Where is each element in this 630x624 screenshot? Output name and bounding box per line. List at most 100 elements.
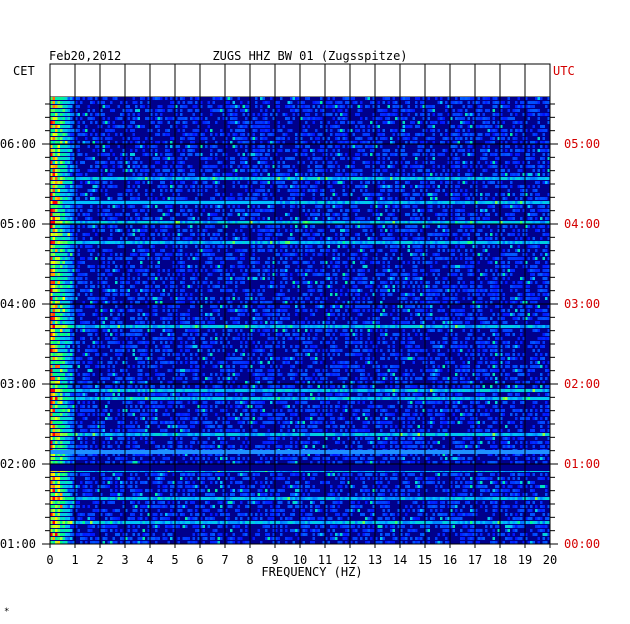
heatmap-cell — [267, 241, 270, 244]
heatmap-cell — [482, 181, 485, 184]
heatmap-cell — [515, 141, 518, 144]
heatmap-cell — [155, 265, 158, 268]
heatmap-cell — [257, 121, 260, 124]
heatmap-cell — [465, 109, 468, 112]
heatmap-cell — [492, 245, 495, 248]
heatmap-cell — [492, 121, 495, 124]
heatmap-cell — [52, 153, 55, 156]
heatmap-cell — [80, 241, 83, 244]
heatmap-cell — [487, 225, 490, 228]
heatmap-cell — [480, 117, 483, 120]
heatmap-cell — [405, 165, 408, 168]
heatmap-cell — [232, 157, 235, 160]
heatmap-cell — [92, 137, 95, 140]
heatmap-cell — [82, 121, 85, 124]
heatmap-cell — [212, 217, 215, 220]
heatmap-cell — [122, 137, 125, 140]
heatmap-cell — [362, 221, 365, 224]
heatmap-cell — [280, 217, 283, 220]
heatmap-cell — [535, 177, 538, 180]
heatmap-cell — [505, 201, 508, 204]
heatmap-cell — [315, 169, 318, 172]
heatmap-cell — [275, 177, 278, 180]
heatmap-cell — [450, 105, 453, 108]
heatmap-cell — [337, 169, 340, 172]
heatmap-cell — [447, 157, 450, 160]
heatmap-cell — [260, 121, 263, 124]
heatmap-cell — [140, 249, 143, 252]
heatmap-cell — [517, 261, 520, 264]
heatmap-cell — [305, 173, 308, 176]
heatmap-cell — [360, 141, 363, 144]
heatmap-cell — [110, 229, 113, 232]
heatmap-cell — [512, 137, 515, 140]
heatmap-cell — [247, 101, 250, 104]
heatmap-cell — [60, 241, 63, 244]
heatmap-cell — [210, 133, 213, 136]
heatmap-cell — [232, 121, 235, 124]
heatmap-cell — [370, 241, 373, 244]
heatmap-cell — [410, 109, 413, 112]
heatmap-cell — [297, 177, 300, 180]
heatmap-cell — [275, 113, 278, 116]
heatmap-cell — [367, 145, 370, 148]
heatmap-cell — [147, 217, 150, 220]
heatmap-cell — [255, 213, 258, 216]
heatmap-cell — [392, 105, 395, 108]
heatmap-cell — [537, 173, 540, 176]
heatmap-cell — [487, 133, 490, 136]
heatmap-cell — [332, 165, 335, 168]
heatmap-cell — [50, 257, 53, 260]
heatmap-cell — [190, 185, 193, 188]
heatmap-cell — [415, 257, 418, 260]
heatmap-cell — [355, 141, 358, 144]
heatmap-cell — [460, 149, 463, 152]
heatmap-cell — [317, 209, 320, 212]
heatmap-cell — [65, 125, 68, 128]
heatmap-cell — [190, 241, 193, 244]
heatmap-cell — [337, 269, 340, 272]
heatmap-cell — [140, 209, 143, 212]
heatmap-cell — [532, 241, 535, 244]
heatmap-cell — [390, 185, 393, 188]
heatmap-cell — [332, 201, 335, 204]
heatmap-cell — [415, 153, 418, 156]
heatmap-cell — [95, 181, 98, 184]
heatmap-cell — [175, 265, 178, 268]
heatmap-cell — [270, 249, 273, 252]
heatmap-cell — [92, 169, 95, 172]
heatmap-cell — [502, 105, 505, 108]
heatmap-cell — [492, 221, 495, 224]
heatmap-cell — [337, 117, 340, 120]
heatmap-cell — [272, 209, 275, 212]
heatmap-cell — [485, 217, 488, 220]
heatmap-cell — [190, 141, 193, 144]
heatmap-cell — [132, 177, 135, 180]
heatmap-cell — [180, 113, 183, 116]
heatmap-cell — [522, 265, 525, 268]
heatmap-cell — [430, 201, 433, 204]
heatmap-cell — [105, 241, 108, 244]
heatmap-cell — [62, 253, 65, 256]
heatmap-cell — [357, 269, 360, 272]
heatmap-cell — [507, 221, 510, 224]
heatmap-cell — [297, 217, 300, 220]
heatmap-cell — [107, 225, 110, 228]
heatmap-cell — [132, 153, 135, 156]
heatmap-cell — [140, 241, 143, 244]
heatmap-cell — [75, 101, 78, 104]
heatmap-cell — [317, 205, 320, 208]
heatmap-cell — [390, 229, 393, 232]
heatmap-cell — [115, 133, 118, 136]
heatmap-cell — [320, 229, 323, 232]
heatmap-cell — [335, 257, 338, 260]
heatmap-cell — [342, 245, 345, 248]
heatmap-cell — [482, 185, 485, 188]
heatmap-cell — [195, 109, 198, 112]
heatmap-cell — [125, 161, 128, 164]
heatmap-cell — [237, 205, 240, 208]
heatmap-cell — [280, 145, 283, 148]
heatmap-cell — [265, 157, 268, 160]
heatmap-cell — [377, 125, 380, 128]
heatmap-cell — [77, 153, 80, 156]
